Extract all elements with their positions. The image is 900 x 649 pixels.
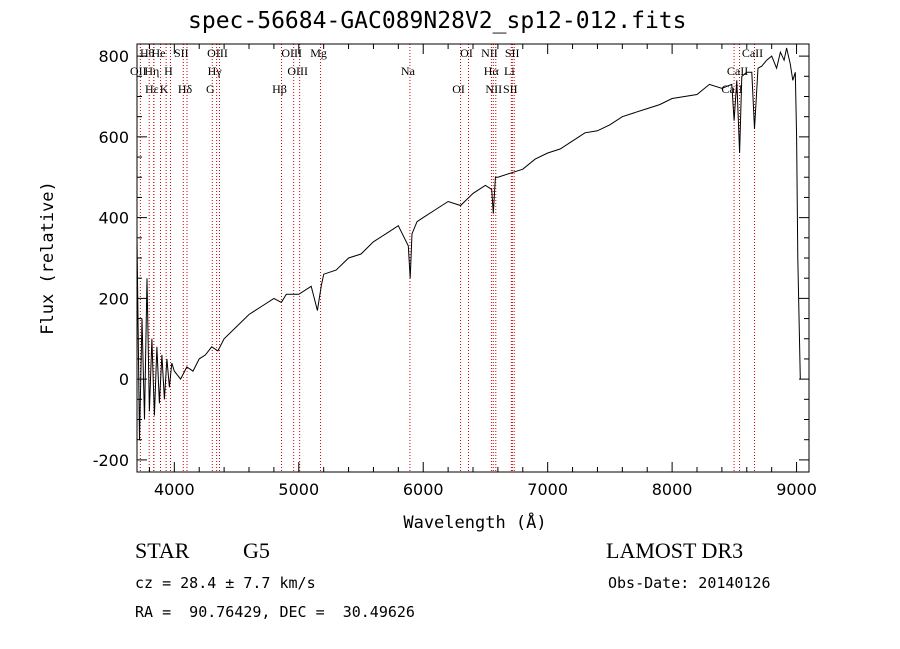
- y-tick-label: 800: [98, 47, 129, 66]
- object-subclass: G5: [243, 538, 270, 563]
- spectral-line-label: Na: [401, 64, 416, 78]
- obs-date: Obs-Date: 20140126: [608, 574, 771, 592]
- x-tick-label: 9000: [776, 480, 817, 499]
- spectral-line-label: NII: [481, 46, 498, 60]
- spectral-line-label: SII: [505, 46, 520, 60]
- x-tick-label: 7000: [527, 480, 568, 499]
- spectral-line-label: OIII: [281, 46, 302, 60]
- spectral-line-label: SII: [503, 82, 518, 96]
- spectral-line-label: Hα: [484, 64, 500, 78]
- y-tick-label: 200: [98, 289, 129, 308]
- spectral-line-label: OII: [130, 64, 147, 78]
- spectral-line-label: NII: [485, 82, 502, 96]
- spectral-line-label: OIII: [207, 46, 228, 60]
- spectral-line-label: Hη: [144, 64, 159, 78]
- x-axis-label: Wavelength (Å): [403, 511, 546, 533]
- y-tick-label: 400: [98, 209, 129, 228]
- spectral-line-label: CaII: [742, 46, 763, 60]
- y-axis-label: Flux (relative): [38, 181, 58, 335]
- y-tick-label: 0: [119, 370, 129, 389]
- spectral-line-label: Hγ: [208, 64, 223, 78]
- spectral-line-label: K: [160, 82, 169, 96]
- spectral-line-label: SII: [174, 46, 189, 60]
- spectral-line-label: Hε: [145, 82, 159, 96]
- x-tick-label: 4000: [154, 480, 195, 499]
- spectral-line-label: OI: [460, 46, 473, 60]
- chart-title: spec-56684-GAC089N28V2_sp12-012.fits: [188, 8, 687, 34]
- spectral-line-label: Li: [504, 64, 515, 78]
- spectral-line-label: Hδ: [178, 82, 193, 96]
- x-tick-label: 8000: [652, 480, 693, 499]
- plot-frame: [136, 43, 810, 473]
- spectral-line-label: Hβ: [272, 82, 287, 96]
- spectral-line-label: CaII: [727, 64, 748, 78]
- x-tick-label: 6000: [403, 480, 444, 499]
- spectral-line-label: He: [152, 46, 166, 60]
- redshift-readout: cz = 28.4 ± 7.7 km/s: [135, 574, 316, 592]
- ra-dec-readout: RA = 90.76429, DEC = 30.49626: [135, 603, 415, 621]
- spectral-line-label: Mg: [310, 46, 327, 60]
- y-tick-label: -200: [93, 451, 129, 470]
- spectral-line-label: OI: [452, 82, 465, 96]
- y-tick-label: 600: [98, 128, 129, 147]
- spectral-line-label: OIII: [287, 64, 308, 78]
- spectral-line-label: H: [164, 64, 173, 78]
- object-class: STAR: [135, 538, 190, 563]
- x-tick-label: 5000: [278, 480, 319, 499]
- spectrum-line: [136, 47, 801, 440]
- spectral-line-label: G: [206, 82, 215, 96]
- survey-label: LAMOST DR3: [606, 538, 744, 563]
